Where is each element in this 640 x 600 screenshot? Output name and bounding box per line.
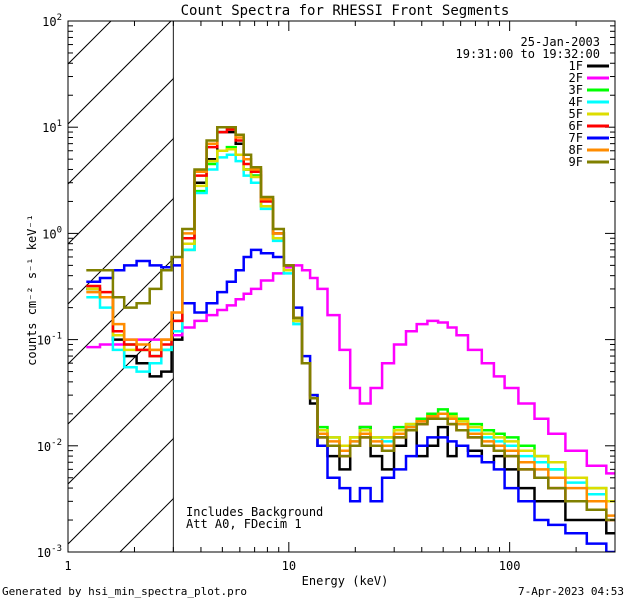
x-tick-label: 10 [282,559,296,573]
time-range-label: 19:31:00 to 19:32:00 [456,47,601,61]
series-layer [86,125,615,552]
series-9F [86,125,615,522]
legend-label-1F: 1F [569,59,583,73]
y-tick-label: 101 [42,119,62,135]
generated-by-label: Generated by hsi_min_spectra_plot.pro [2,585,247,598]
y-axis-label: counts cm⁻² s⁻¹ keV⁻¹ [25,214,39,366]
y-tick-label: 102 [42,13,62,29]
legend-label-7F: 7F [569,131,583,145]
legend-label-4F: 4F [569,95,583,109]
timestamp-label: 7-Apr-2023 04:53 [518,585,624,598]
series-2F [86,264,615,475]
legend-label-9F: 9F [569,155,583,169]
plot-frame [67,20,616,553]
y-tick-label: 10-3 [37,544,62,560]
y-tick-label: 100 [42,225,62,241]
chart-title: Count Spectra for RHESSI Front Segments [181,3,510,19]
date-label: 25-Jan-2003 [521,35,600,49]
y-tick-label: 10-1 [37,332,62,348]
x-tick-label: 1 [64,559,71,573]
x-axis-label: Energy (keV) [302,574,389,588]
y-tick-label: 10-2 [37,438,62,454]
legend-label-6F: 6F [569,119,583,133]
note-background: Includes Background [186,505,323,519]
note-attenuator: Att A0, FDecim 1 [186,517,302,531]
x-tick-label: 100 [499,559,521,573]
legend-label-5F: 5F [569,107,583,121]
legend-label-2F: 2F [569,71,583,85]
legend-label-8F: 8F [569,143,583,157]
legend-label-3F: 3F [569,83,583,97]
